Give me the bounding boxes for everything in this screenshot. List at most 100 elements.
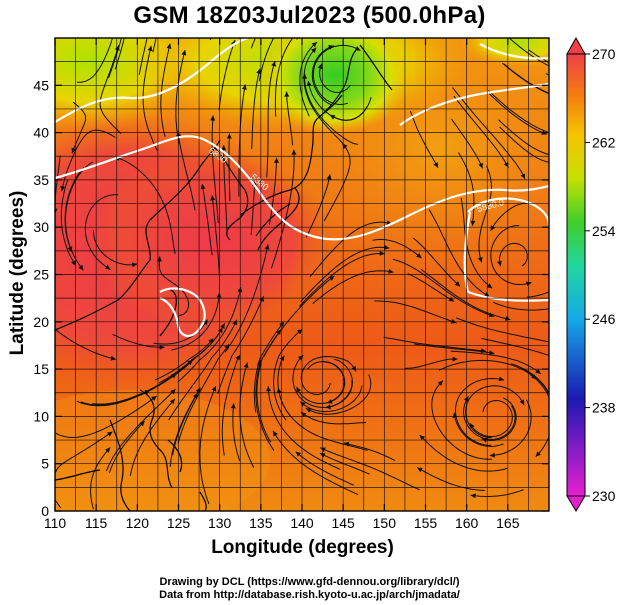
streamline bbox=[277, 355, 303, 428]
streamline bbox=[299, 252, 385, 307]
streamline-arrow bbox=[237, 287, 243, 293]
x-tick-label: 140 bbox=[290, 515, 314, 531]
streamline-arrow bbox=[452, 356, 458, 362]
streamline bbox=[300, 411, 367, 425]
streamline-arrow bbox=[221, 145, 227, 151]
streamline-arrow bbox=[202, 319, 208, 326]
streamline-arrow bbox=[210, 115, 216, 121]
streamline-arrow bbox=[450, 318, 457, 324]
streamline-arrow bbox=[419, 435, 425, 441]
streamline-arrow bbox=[454, 281, 461, 287]
streamline bbox=[493, 301, 549, 311]
streamline bbox=[99, 45, 122, 134]
y-tick-label: 15 bbox=[33, 361, 49, 377]
streamline-arrow bbox=[200, 183, 206, 190]
streamline bbox=[412, 237, 461, 287]
streamline-arrow bbox=[126, 13, 131, 18]
colorbar-top-arrow bbox=[566, 36, 586, 55]
credit-data-source: Data from http://database.rish.kyoto-u.a… bbox=[159, 589, 460, 601]
x-tick-label: 160 bbox=[455, 515, 479, 531]
streamline-arrow bbox=[555, 341, 560, 346]
y-tick-label: 0 bbox=[41, 503, 49, 519]
streamline-arrow bbox=[259, 296, 264, 302]
grid-lines bbox=[55, 38, 549, 511]
streamline-arrow bbox=[490, 225, 496, 231]
colorbar-bottom-arrow bbox=[566, 495, 586, 512]
streamline bbox=[172, 392, 199, 456]
streamline bbox=[199, 385, 217, 505]
streamline bbox=[296, 38, 299, 40]
streamline-arrow bbox=[326, 174, 332, 180]
streamline bbox=[329, 97, 372, 121]
streamline bbox=[488, 90, 549, 134]
streamline-arrow bbox=[469, 423, 475, 429]
streamline bbox=[319, 447, 420, 491]
streamline bbox=[526, 291, 549, 298]
streamline-arrow bbox=[169, 398, 175, 405]
streamline bbox=[305, 374, 372, 415]
streamline bbox=[470, 489, 524, 498]
streamline-arrow bbox=[520, 173, 526, 179]
streamline-arrow bbox=[590, 102, 595, 107]
streamline-arrow bbox=[395, 24, 401, 29]
y-tick-label: 35 bbox=[33, 172, 49, 188]
streamline bbox=[108, 38, 122, 79]
colorbar-tick-label: 262 bbox=[592, 134, 616, 150]
streamline bbox=[258, 38, 275, 82]
streamline bbox=[142, 45, 158, 151]
streamline-arrow bbox=[557, 68, 563, 73]
streamline bbox=[171, 292, 220, 351]
streamline bbox=[460, 197, 493, 289]
streamline-arrow bbox=[498, 376, 504, 382]
streamline bbox=[372, 238, 422, 259]
streamline bbox=[92, 230, 138, 266]
streamline bbox=[153, 319, 208, 345]
streamline bbox=[76, 38, 113, 83]
y-tick-label: 25 bbox=[33, 267, 49, 283]
streamline bbox=[529, 374, 549, 457]
streamline bbox=[76, 389, 151, 407]
streamline-arrow bbox=[305, 408, 312, 413]
streamline-arrow bbox=[320, 447, 326, 453]
streamline bbox=[140, 327, 224, 396]
streamline bbox=[129, 398, 176, 476]
colorbar-tick-label: 238 bbox=[592, 400, 616, 416]
streamline bbox=[419, 434, 508, 472]
x-tick-label: 130 bbox=[208, 515, 232, 531]
streamline-arrow bbox=[210, 195, 216, 201]
streamline-arrow bbox=[151, 396, 157, 401]
streamline-arrow bbox=[342, 143, 348, 149]
streamline bbox=[272, 430, 359, 496]
streamline bbox=[55, 395, 157, 439]
streamline-arrow bbox=[317, 63, 323, 70]
streamline-arrow bbox=[230, 403, 236, 409]
streamline bbox=[469, 399, 513, 438]
streamline-arrow bbox=[71, 260, 76, 266]
contour-5880 bbox=[55, 38, 549, 337]
streamline bbox=[238, 84, 246, 197]
streamline bbox=[270, 149, 295, 269]
streamline-arrow bbox=[351, 365, 357, 372]
streamline bbox=[465, 385, 525, 439]
streamline bbox=[60, 179, 77, 267]
streamline-arrow bbox=[291, 149, 297, 155]
streamline bbox=[160, 43, 171, 137]
streamline bbox=[55, 431, 113, 474]
streamline-arrow bbox=[159, 344, 165, 350]
x-tick-label: 165 bbox=[496, 515, 520, 531]
streamline bbox=[463, 396, 516, 440]
streamline bbox=[343, 442, 396, 461]
streamline bbox=[268, 157, 278, 225]
streamline-arrow bbox=[273, 157, 279, 163]
streamline-arrow bbox=[299, 25, 304, 30]
streamline bbox=[232, 403, 241, 462]
streamline bbox=[312, 44, 361, 106]
streamline-arrow bbox=[484, 292, 490, 297]
x-tick-label: 155 bbox=[414, 515, 438, 531]
streamline bbox=[306, 360, 346, 404]
streamline-arrow bbox=[497, 260, 502, 267]
streamline-arrow bbox=[519, 399, 525, 405]
streamline-arrow bbox=[226, 133, 232, 139]
streamline-arrow bbox=[241, 84, 247, 90]
streamline-arrow bbox=[535, 451, 541, 457]
